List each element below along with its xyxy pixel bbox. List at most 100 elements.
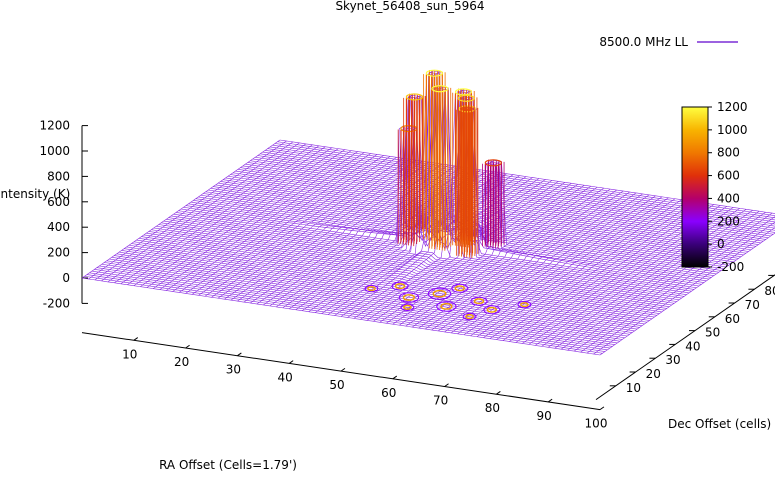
mesh-line-ra (321, 70, 520, 314)
mesh-line-ra (263, 166, 462, 306)
z-tick-label: 800 (47, 169, 70, 183)
mesh-line-ra (185, 155, 384, 294)
z-axis: 1200 1000 800 600 400 200 0 -200 (39, 119, 88, 310)
mesh-line-ra (159, 151, 358, 290)
contour-outer (364, 284, 379, 293)
mesh-line-ra (204, 158, 404, 297)
y-tick-label: 70 (745, 298, 760, 312)
mesh-line-ra (127, 146, 326, 285)
colorbar-tick-label: 1000 (717, 123, 748, 137)
colorbar-tick-label: 600 (717, 169, 740, 183)
x-axis: 10 20 30 40 50 60 70 80 90 100 (81, 332, 607, 431)
x-tick-label: 10 (122, 347, 137, 361)
base-contours (364, 281, 532, 321)
colorbar-tick-label: -200 (717, 260, 744, 274)
mesh-line-ra (153, 150, 352, 289)
x-axis-label: RA Offset (Cells=1.79') (159, 458, 297, 472)
mesh-line-ra (586, 221, 775, 354)
mesh-line-ra (224, 160, 423, 300)
legend: 8500.0 MHz LL (599, 35, 738, 49)
mesh-line-ra (230, 161, 430, 301)
x-tick (133, 337, 139, 341)
mesh-line-ra (88, 140, 287, 280)
contour-inner (394, 283, 406, 290)
y-axis-label: Dec Offset (cells) (668, 417, 771, 431)
y-tick-label: 20 (646, 367, 661, 381)
colorbar: 1200 1000 800 600 400 200 0 -200 (681, 100, 748, 274)
z-tick-label: 600 (47, 195, 70, 209)
source-peak-top (405, 93, 423, 101)
mesh-line-ra (515, 204, 714, 343)
contour-inner (520, 302, 529, 308)
mesh-line-ra (573, 212, 773, 352)
mesh-line-ra (334, 85, 533, 316)
y-tick-label: 50 (705, 326, 720, 340)
mesh-line-ra (444, 193, 643, 333)
colorbar-tick-label: 200 (717, 214, 740, 228)
contour-inner (486, 306, 497, 313)
mesh-line-ra (289, 170, 488, 310)
source-peak-top (458, 105, 476, 113)
contour-outer (427, 287, 452, 300)
mesh-line-ra (166, 152, 365, 291)
x-tick-label: 40 (278, 370, 293, 384)
legend-label: 8500.0 MHz LL (599, 35, 688, 49)
contour-inner (402, 294, 416, 301)
z-tick-label: 200 (47, 246, 70, 260)
contour-outer (451, 283, 469, 293)
mesh-line-ra (554, 210, 753, 349)
x-tick-label: 30 (226, 363, 241, 377)
source-peak-top (484, 159, 502, 167)
x-tick (496, 391, 501, 395)
mesh-line-ra (399, 186, 598, 326)
x-tick (288, 360, 294, 364)
contour-outer (398, 292, 420, 303)
contour-inner (454, 285, 465, 292)
z-tick-label: -200 (43, 296, 70, 310)
x-tick (547, 398, 553, 403)
mesh-line-ra (463, 196, 663, 336)
source-peak-top (425, 69, 443, 77)
mesh-line-ra (120, 145, 320, 285)
mesh-line-ra (476, 198, 676, 337)
mesh-line-ra (114, 144, 313, 284)
x-tick-label: 80 (485, 401, 500, 415)
x-tick-label: 70 (433, 394, 448, 408)
x-tick (237, 352, 242, 357)
mesh-line-ra (237, 162, 436, 302)
colorbar-bar (681, 106, 709, 268)
contour-outer (470, 296, 488, 306)
mesh-line-ra (599, 232, 775, 356)
contour-outer (483, 305, 501, 315)
x-tick (392, 375, 398, 380)
mesh-line-ra (211, 159, 410, 298)
mesh-line-ra (489, 200, 689, 339)
contour-outer (400, 303, 415, 312)
x-tick (185, 344, 190, 349)
y-tick-label: 10 (626, 381, 641, 395)
contour-inner (440, 303, 453, 310)
mesh-line-ra (457, 195, 656, 335)
x-tick-label: 20 (174, 355, 189, 369)
contour-inner (367, 286, 376, 292)
mesh-line-ra (94, 141, 294, 281)
mesh-line-ra (172, 153, 371, 292)
mesh-line-ra (496, 201, 695, 340)
contour-outer (462, 312, 477, 321)
mesh-line-ra (217, 159, 417, 299)
colorbar-tick-label: 1200 (717, 100, 748, 114)
mesh-line-ra (250, 164, 449, 304)
x-tick (599, 406, 605, 411)
x-tick (340, 367, 346, 372)
mesh-line-ra (392, 185, 591, 325)
colorbar-tick-label: 0 (717, 237, 725, 251)
mesh-line-ra (509, 203, 708, 342)
mesh-line-ra (140, 148, 339, 287)
colorbar-tick-label: 400 (717, 191, 740, 205)
mesh-line-ra (502, 202, 702, 341)
source-peak-top (431, 85, 449, 93)
mesh-line-ra (431, 191, 630, 331)
mesh-line-ra (146, 149, 345, 288)
y-tick-label: 30 (665, 353, 680, 367)
